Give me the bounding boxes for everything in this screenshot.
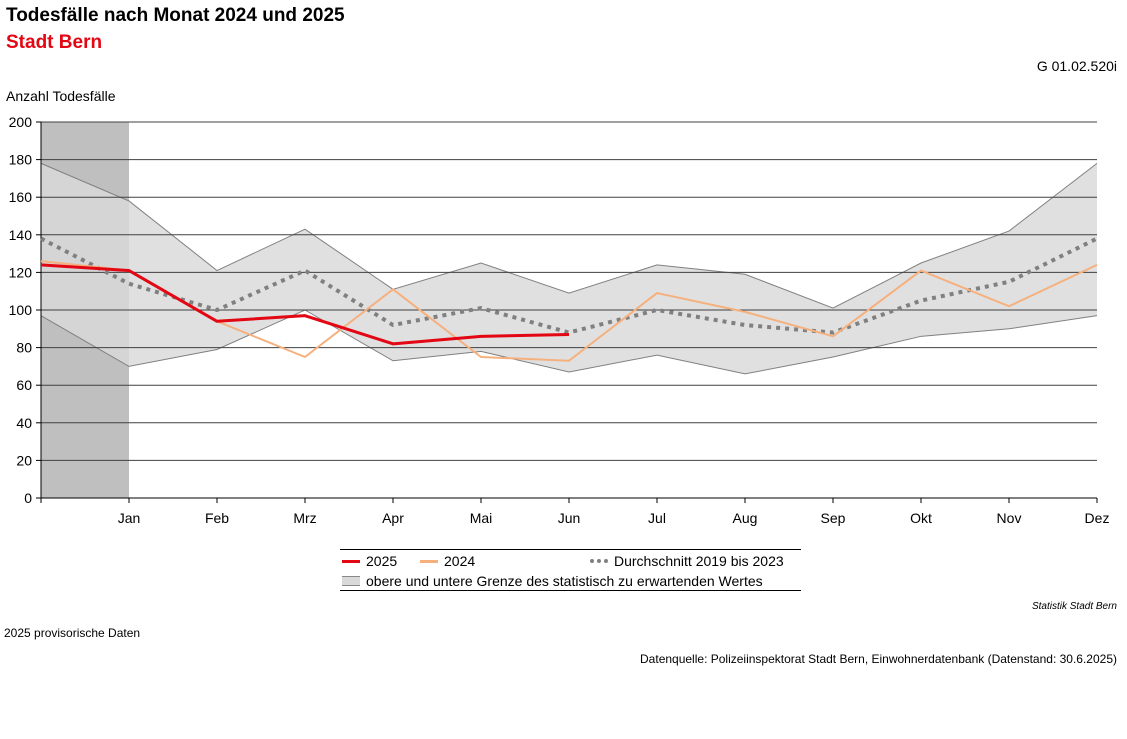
x-tick-label: Okt	[910, 510, 932, 526]
y-tick-label: 180	[9, 152, 33, 168]
chart-subtitle: Stadt Bern	[6, 32, 103, 53]
legend-label-average: Durchschnitt 2019 bis 2023	[614, 553, 784, 569]
chart-title: Todesfälle nach Monat 2024 und 2025	[6, 5, 345, 26]
brand-label: Statistik Stadt Bern	[1031, 601, 1117, 612]
y-tick-label: 0	[24, 490, 32, 506]
band-upper-edge	[40, 162, 1098, 309]
series-average-line	[40, 236, 1098, 335]
legend-label-2025: 2025	[366, 553, 398, 569]
legend-label-2024: 2024	[444, 553, 476, 569]
line-chart: 0 20 40 60 80 100 120 140 160 180 200 Jan Feb Mrz Apr M…	[9, 114, 1110, 526]
x-tick-label: Mai	[470, 510, 493, 526]
legend: 2025 2024 Durchschnitt 2019 bis 2023 obe…	[340, 549, 801, 591]
band-lower-edge	[40, 309, 1098, 375]
y-tick-label: 120	[9, 264, 33, 280]
legend-item-2024: 2024	[420, 553, 475, 569]
x-tick-label: Apr	[382, 510, 404, 526]
y-tick-label: 140	[9, 227, 33, 243]
chart-code: G 01.02.520i	[1036, 58, 1117, 74]
legend-item-2025: 2025	[342, 553, 397, 569]
x-tick-label: Mrz	[293, 510, 316, 526]
y-tick-label: 100	[9, 302, 33, 318]
provisional-note: 2025 provisorische Daten	[4, 626, 141, 640]
x-tick-label: Sep	[821, 510, 846, 526]
y-tick-label: 40	[16, 415, 32, 431]
x-tick-label: Feb	[205, 510, 229, 526]
legend-swatch-2024	[420, 559, 438, 563]
legend-item-band: obere und untere Grenze des statistisch …	[342, 573, 763, 589]
expected-range-band	[41, 163, 1097, 374]
y-tick-label: 200	[9, 114, 33, 130]
data-source: Datenquelle: Polizeiinspektorat Stadt Be…	[640, 652, 1117, 666]
x-tick-label: Jun	[558, 510, 581, 526]
series-2025-line	[40, 263, 570, 346]
x-tick-label: Jul	[648, 510, 666, 526]
x-tick-label: Jan	[118, 510, 141, 526]
x-tick-label: Aug	[733, 510, 758, 526]
legend-swatch-2025	[342, 559, 360, 563]
y-tick-label: 60	[16, 377, 32, 393]
x-tick-label: Dez	[1085, 510, 1110, 526]
y-axis-label: Anzahl Todesfälle	[6, 88, 116, 104]
legend-swatch-average	[590, 559, 608, 563]
legend-swatch-band	[342, 576, 360, 586]
legend-label-band: obere und untere Grenze des statistisch …	[366, 573, 763, 589]
y-tick-label: 80	[16, 340, 32, 356]
x-tick-label: Nov	[997, 510, 1022, 526]
y-tick-label: 20	[16, 452, 32, 468]
legend-item-average: Durchschnitt 2019 bis 2023	[590, 553, 784, 569]
y-tick-label: 160	[9, 189, 33, 205]
